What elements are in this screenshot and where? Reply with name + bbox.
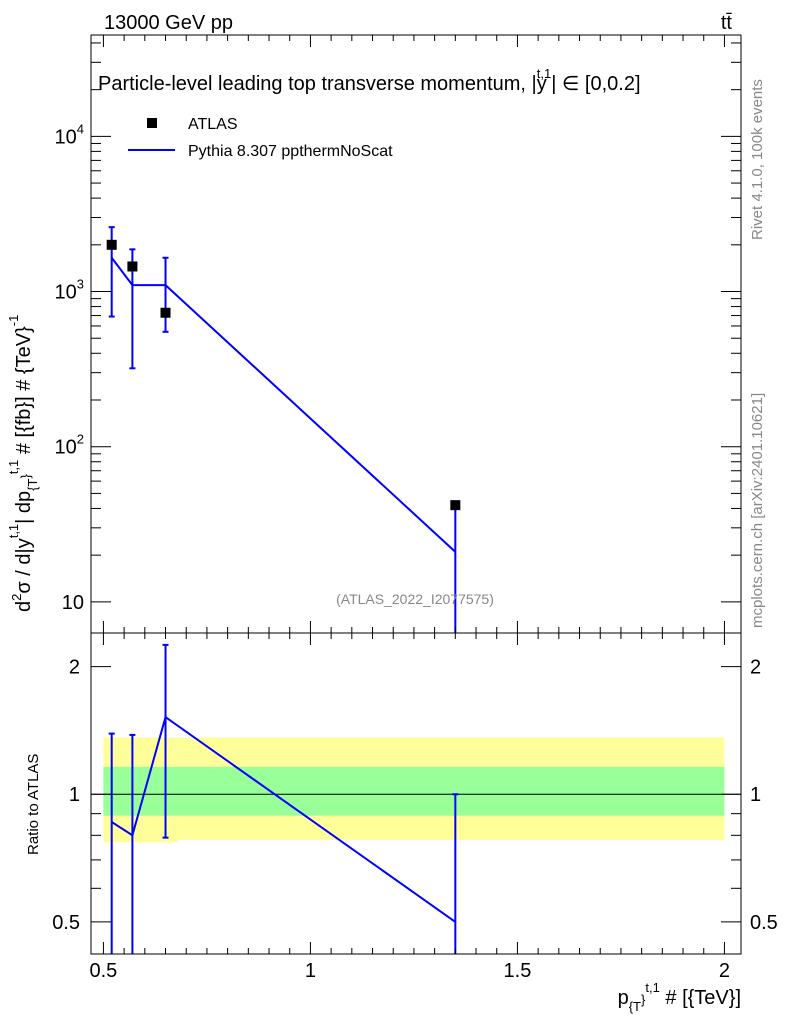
lower-panel: 0.5 0.5 1 1 2 2 0.5 1 1.5 2 Ratio to ATLAS p{T}t,… — [25, 632, 778, 1014]
mcplots-label: mcplots.cern.ch [arXiv:2401.10621] — [749, 393, 766, 628]
ratio-axis-title: Ratio to ATLAS — [25, 754, 42, 855]
atlas-data-point — [127, 261, 138, 272]
legend-atlas-marker — [147, 118, 157, 128]
x-tick-label: 0.5 — [90, 960, 118, 982]
x-tick-label: 1.5 — [504, 960, 532, 982]
y-tick-label: 104 — [55, 121, 84, 148]
y-tick-label: 102 — [55, 432, 84, 459]
x-tick-label: 1 — [305, 960, 316, 982]
mc-line — [110, 257, 457, 553]
lower-marks — [91, 643, 741, 954]
legend: ATLAS Pythia 8.307 ppthermNoScat — [128, 116, 393, 160]
upper-marks — [106, 226, 461, 633]
lower-ticks: 0.5 0.5 1 1 2 2 0.5 1 1.5 2 — [52, 633, 778, 982]
energy-label: 13000 GeV pp — [104, 12, 233, 34]
upper-panel: 10 102 103 104 Particle-level leading top t… — [6, 34, 742, 634]
ratio-y-tick-label-right: 2 — [750, 657, 761, 679]
analysis-watermark: (ATLAS_2022_I2077575) — [336, 591, 494, 607]
y-axis-title: d2σ / d|yt,1| dp{T}t,1 # [{fb}] # {TeV}-… — [6, 315, 40, 612]
y-tick-label: 103 — [55, 277, 84, 304]
ratio-y-tick-label: 0.5 — [52, 912, 80, 934]
process-label: tt̄ — [721, 12, 733, 34]
atlas-data-point — [450, 500, 461, 511]
legend-atlas-label: ATLAS — [188, 116, 238, 133]
ratio-y-tick-label: 2 — [69, 657, 80, 679]
ratio-line — [111, 715, 456, 923]
ratio-y-tick-label-right: 1 — [750, 784, 761, 806]
lower-frame — [90, 632, 742, 955]
ratio-y-tick-label: 1 — [69, 784, 80, 806]
rivet-label: Rivet 4.1.0, 100k events — [749, 79, 766, 240]
ratio-y-tick-label-right: 0.5 — [750, 912, 778, 934]
upper-ticks: 10 102 103 104 — [55, 35, 741, 633]
x-tick-label: 2 — [719, 960, 730, 982]
ratio-band-inner — [177, 766, 725, 816]
y-tick-label: 10 — [62, 592, 84, 614]
atlas-data-point — [160, 307, 171, 318]
x-axis-title: p{T}t,1 # [{TeV}] — [618, 980, 741, 1014]
legend-mc-label: Pythia 8.307 ppthermNoScat — [188, 143, 393, 160]
plot-title: Particle-level leading top transverse mo… — [98, 66, 641, 95]
atlas-data-point — [106, 239, 117, 250]
